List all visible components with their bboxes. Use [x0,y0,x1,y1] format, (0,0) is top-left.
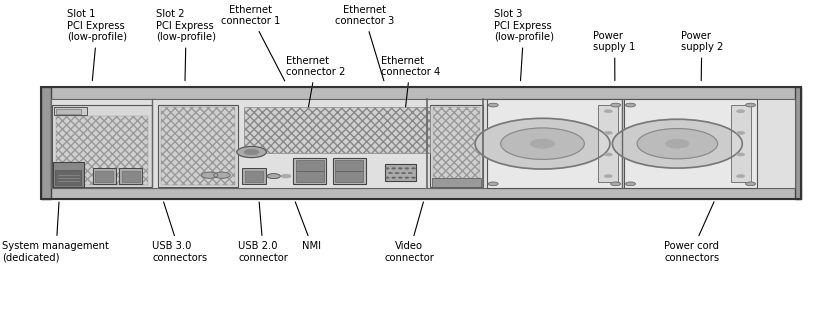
Bar [41,87,801,99]
Circle shape [389,172,393,174]
Circle shape [501,128,584,159]
Bar [119,168,142,184]
Bar [430,105,483,187]
Bar [41,87,801,199]
Circle shape [626,103,635,107]
Circle shape [281,174,291,178]
Circle shape [737,110,745,113]
Circle shape [244,149,259,155]
Text: System management
(dedicated): System management (dedicated) [2,202,109,263]
Bar [53,162,84,187]
Circle shape [385,177,390,178]
Text: Power
supply 1: Power supply 1 [593,31,636,81]
Bar [122,171,140,182]
Text: Video
connector: Video connector [385,202,434,263]
Circle shape [201,172,218,178]
Circle shape [611,182,621,186]
Text: Slot 3
PCI Express
(low-profile): Slot 3 PCI Express (low-profile) [494,9,554,81]
Circle shape [666,139,689,148]
Circle shape [404,167,409,169]
Circle shape [391,167,396,169]
Bar [158,105,238,187]
Circle shape [488,182,498,186]
Circle shape [404,177,409,178]
Circle shape [737,175,745,178]
Circle shape [385,167,390,169]
Bar [335,160,363,171]
Text: Ethernet
connector 2: Ethernet connector 2 [286,56,345,115]
Bar [731,105,751,182]
Circle shape [488,103,498,107]
Bar [95,171,113,182]
Bar [296,160,324,171]
Bar [795,87,801,199]
Bar [56,116,148,185]
Bar [385,164,416,181]
Bar [56,109,81,114]
Bar [296,171,324,182]
Circle shape [746,103,755,107]
Bar [242,168,266,184]
Circle shape [395,172,399,174]
Bar [598,105,618,182]
Bar [55,170,81,185]
Circle shape [408,172,413,174]
Text: Ethernet
connector 4: Ethernet connector 4 [381,56,440,115]
Bar [52,105,152,187]
Circle shape [612,119,742,168]
Circle shape [626,182,635,186]
Bar [624,99,757,188]
Text: Slot 1
PCI Express
(low-profile): Slot 1 PCI Express (low-profile) [67,9,127,81]
Text: Ethernet
connector 1: Ethernet connector 1 [221,5,284,81]
Circle shape [401,172,406,174]
Circle shape [604,175,612,178]
Bar [244,107,430,153]
Circle shape [411,177,416,178]
Text: Ethernet
connector 3: Ethernet connector 3 [335,5,394,81]
Circle shape [604,131,612,134]
Text: Power
supply 2: Power supply 2 [681,31,723,81]
Circle shape [398,177,402,178]
Circle shape [604,110,612,113]
Bar [335,171,363,182]
Bar [51,99,795,188]
Bar [245,171,263,182]
Circle shape [214,172,230,178]
Bar [333,158,366,184]
Bar [161,107,235,185]
Text: USB 3.0
connectors: USB 3.0 connectors [152,202,207,263]
Circle shape [604,153,612,156]
Text: Power cord
connectors: Power cord connectors [664,202,719,263]
Circle shape [611,103,621,107]
Circle shape [475,118,610,169]
Text: Slot 2
PCI Express
(low-profile): Slot 2 PCI Express (low-profile) [156,9,216,81]
Bar [41,188,801,199]
Bar [293,158,326,184]
Circle shape [411,167,416,169]
Bar [41,87,51,199]
Circle shape [737,131,745,134]
Circle shape [530,139,555,148]
Circle shape [737,153,745,156]
Bar [487,99,622,188]
Circle shape [237,146,266,158]
Bar [432,178,481,187]
Text: NMI: NMI [295,202,321,251]
Circle shape [398,167,402,169]
Circle shape [637,129,718,159]
Bar [433,107,480,185]
Circle shape [746,182,755,186]
Bar [93,168,116,184]
Text: USB 2.0
connector: USB 2.0 connector [238,202,289,263]
Circle shape [267,174,280,179]
Bar [54,107,87,115]
Circle shape [391,177,396,178]
